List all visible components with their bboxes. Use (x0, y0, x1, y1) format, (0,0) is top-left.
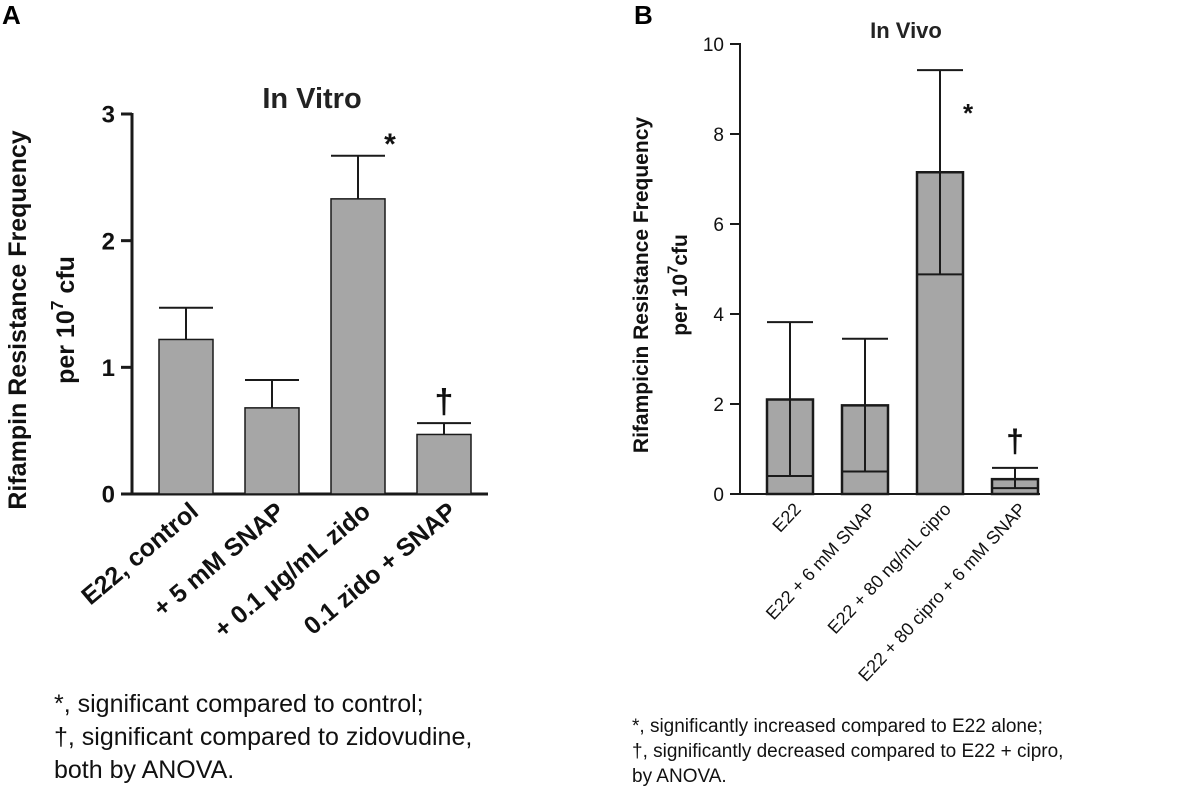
panel-a-y-tick-label: 0 (102, 482, 115, 509)
panel-b-y-label-superscript: 7 (666, 266, 682, 274)
panel-b-category-label: E22 (768, 499, 804, 536)
panel-b-category-label: E22 + 80 ng/mL cipro (824, 499, 955, 638)
panel-a-y-tick-label: 1 (102, 355, 115, 382)
footnote-b-2: †, significantly decreased compared to E… (632, 741, 1064, 762)
panel-b-y-tick-label: 10 (703, 35, 724, 56)
panel-a-y-tick-label: 2 (102, 228, 115, 255)
panel-a-footnotes: *, significant compared to control; †, s… (54, 688, 472, 787)
footnote-b-1: *, significantly increased compared to E… (632, 716, 1043, 737)
panel-b-y-tick-label: 0 (713, 485, 724, 506)
panel-a-panel-label: A (2, 0, 21, 30)
panel-a-category-label: 0.1 zido + SNAP (299, 497, 462, 640)
footnote-a-2: †, significant compared to zidovudine, (54, 723, 473, 751)
panel-a-y-label-superscript: 7 (47, 301, 67, 311)
panel-b-y-axis-label-line1: Rifampicin Resistance Frequency (630, 117, 653, 453)
panel-b-y-tick-label: 4 (713, 305, 724, 326)
panel-b-y-label-prefix: per 10 (669, 274, 692, 336)
panel-a: A In Vitro Rifampin Resistance Frequency pe… (2, 0, 488, 644)
panel-a-bar (158, 338, 214, 495)
panel-a-significance-dagger: † (435, 383, 454, 421)
panel-b-y-axis-label-line2: per 107cfu (666, 234, 692, 336)
panel-a-y-tick-label: 3 (102, 102, 115, 129)
panel-a-bar (244, 407, 300, 495)
panel-b-significance-dagger: † (1006, 423, 1024, 459)
panel-a-chart-title: In Vitro (262, 83, 361, 115)
panel-a-category-label: + 0.1 μg/mL zido (209, 497, 376, 644)
panel-a-significance-star: * (384, 128, 396, 161)
footnote-a-3: both by ANOVA. (54, 756, 235, 784)
panel-b-y-tick-label: 6 (713, 215, 724, 236)
panel-b-y-tick-label: 2 (713, 395, 724, 416)
footnote-b-3: by ANOVA. (632, 766, 727, 787)
panel-b-footnotes: *, significantly increased compared to E… (632, 714, 1063, 789)
panel-a-y-axis-label-line1: Rifampin Resistance Frequency (4, 130, 32, 509)
panel-a-y-axis-label-line2: per 107 cfu (47, 256, 80, 384)
panel-b-significance-star: * (963, 98, 974, 128)
panel-a-y-label-suffix: cfu (52, 256, 80, 300)
footnote-a-1: *, significant compared to control; (54, 690, 424, 718)
panel-b-chart-title: In Vivo (870, 18, 942, 43)
panel-b-y-tick-label: 8 (713, 125, 724, 146)
panel-a-bar (330, 198, 386, 495)
panel-a-y-label-prefix: per 10 (52, 310, 80, 384)
panel-b-y-label-suffix: cfu (669, 234, 692, 266)
panel-b-panel-label: B (634, 0, 653, 30)
panel-a-bar (416, 433, 472, 495)
panel-b: B In Vivo Rifampicin Resistance Frequency p… (630, 0, 1040, 685)
